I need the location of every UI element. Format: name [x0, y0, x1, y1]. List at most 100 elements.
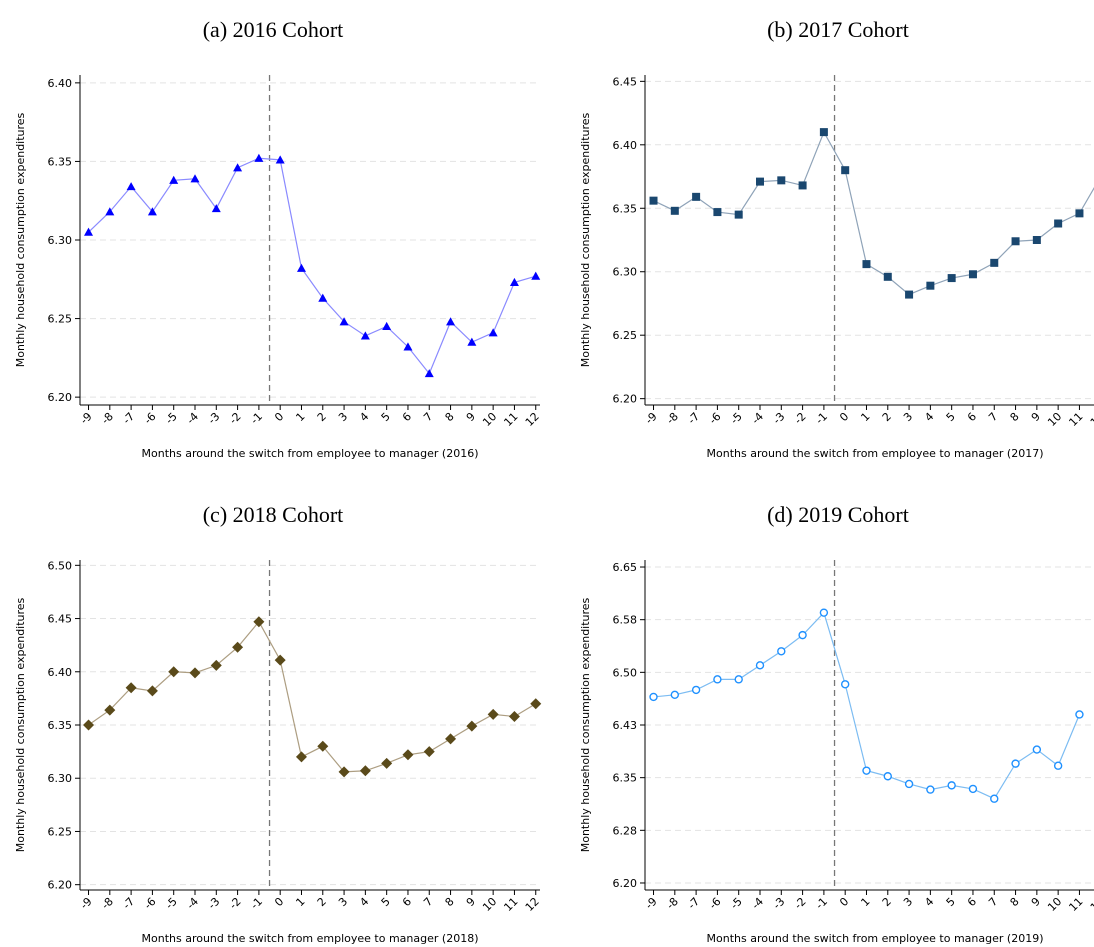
x-tick-label: 12 [1088, 410, 1094, 429]
marker [798, 630, 807, 640]
marker [105, 207, 115, 216]
x-tick-label: 10 [480, 410, 499, 429]
marker [83, 719, 95, 731]
marker [713, 208, 722, 217]
x-tick-label: 10 [480, 895, 499, 914]
y-tick-label: 6.40 [613, 139, 638, 152]
marker [233, 163, 243, 172]
y-tick-label: 6.65 [613, 561, 638, 574]
chart-title: (a) 2016 Cohort [203, 17, 344, 42]
y-tick-label: 6.20 [613, 393, 638, 406]
x-tick-label: -1 [813, 410, 830, 427]
data-line [88, 157, 536, 375]
marker [253, 616, 265, 628]
x-tick-label: -2 [792, 895, 809, 912]
x-tick-label: -6 [707, 895, 724, 912]
marker [756, 177, 764, 186]
marker [968, 270, 977, 279]
x-tick-label: 1 [293, 410, 307, 424]
x-tick-label: 0 [837, 895, 851, 909]
x-tick-label: 0 [837, 410, 851, 424]
y-tick-label: 6.25 [48, 313, 73, 326]
x-tick-label: -9 [78, 895, 95, 912]
y-tick-label: 6.20 [48, 879, 73, 892]
marker [904, 779, 914, 789]
marker [649, 692, 658, 702]
x-axis-label: Months around the switch from employee t… [707, 447, 1044, 460]
x-tick-label: -9 [78, 410, 95, 427]
marker [862, 260, 871, 269]
y-tick-label: 6.35 [613, 202, 638, 215]
x-tick-label: 8 [1008, 410, 1022, 424]
marker [210, 659, 222, 671]
x-tick-label: -6 [142, 410, 159, 427]
x-tick-label: 4 [922, 895, 936, 909]
data-line [88, 620, 537, 773]
x-tick-label: 7 [986, 410, 1000, 424]
marker [734, 210, 743, 219]
x-tick-label: 3 [901, 410, 915, 424]
marker [382, 321, 392, 331]
x-tick-label: 2 [880, 895, 894, 909]
y-tick-label: 6.40 [48, 77, 73, 90]
marker [691, 685, 701, 695]
marker [1011, 759, 1020, 768]
marker [445, 733, 457, 745]
y-tick-label: 6.30 [48, 234, 73, 247]
marker [530, 698, 542, 710]
y-tick-label: 6.20 [48, 391, 73, 404]
y-tick-label: 6.28 [613, 824, 638, 837]
marker [360, 331, 370, 340]
x-tick-label: 6 [400, 895, 414, 909]
x-tick-label: 9 [1029, 410, 1043, 424]
x-tick-label: 3 [901, 895, 915, 909]
marker [1053, 761, 1063, 770]
x-tick-label: -6 [142, 895, 159, 912]
x-tick-label: 1 [858, 410, 872, 424]
marker [211, 204, 221, 213]
x-tick-label: 5 [379, 895, 393, 909]
x-tick-label: 5 [944, 410, 958, 424]
marker [446, 317, 456, 326]
x-tick-label: 11 [1066, 410, 1085, 429]
x-tick-label: -7 [685, 410, 702, 427]
marker [947, 781, 956, 790]
marker [296, 263, 306, 272]
data-line [653, 130, 1094, 296]
x-tick-label: -2 [792, 410, 809, 427]
x-tick-label: 12 [523, 895, 542, 914]
y-tick-label: 6.43 [613, 719, 638, 732]
x-tick-label: 7 [986, 895, 1000, 909]
x-tick-label: -5 [163, 410, 180, 427]
x-tick-label: -2 [227, 410, 244, 427]
marker [125, 682, 137, 694]
marker [84, 227, 94, 236]
marker [381, 757, 393, 769]
x-tick-label: 9 [1029, 895, 1043, 909]
x-tick-label: 4 [357, 895, 371, 909]
x-tick-label: -1 [248, 895, 265, 912]
marker [509, 277, 519, 287]
chart-title: (c) 2018 Cohort [203, 502, 344, 527]
marker [488, 328, 498, 337]
marker [777, 647, 786, 656]
x-tick-label: 8 [443, 895, 457, 909]
x-tick-label: -3 [770, 410, 787, 427]
marker [777, 176, 786, 185]
x-tick-label: 6 [965, 895, 979, 909]
marker [189, 667, 201, 679]
marker [338, 766, 350, 778]
marker [883, 772, 892, 781]
x-tick-label: -8 [664, 895, 681, 912]
marker [670, 690, 680, 700]
marker [487, 708, 499, 720]
marker [819, 608, 829, 617]
y-tick-label: 6.45 [613, 75, 638, 88]
x-tick-label: 0 [272, 895, 286, 909]
marker [275, 155, 285, 164]
x-tick-label: 11 [501, 895, 520, 914]
x-tick-label: -4 [184, 410, 201, 427]
x-tick-label: 2 [315, 895, 329, 909]
marker [755, 661, 765, 670]
